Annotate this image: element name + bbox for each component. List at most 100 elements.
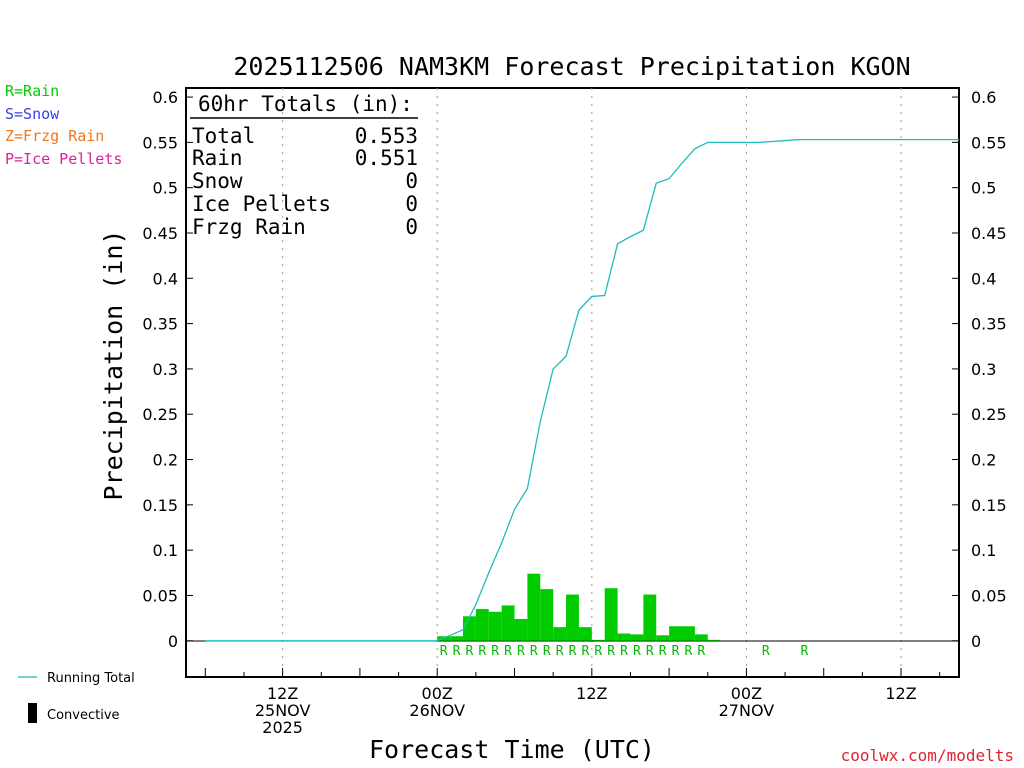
totals-value-rain: 0.551 [355, 146, 418, 170]
precip-bar [591, 639, 605, 641]
rain-marker: R [517, 644, 525, 659]
chart-title: 2025112506 NAM3KM Forecast Precipitation… [233, 52, 910, 81]
running-total-polyline [205, 139, 959, 642]
y-axis-label: Precipitation (in) [99, 230, 128, 501]
y-tick-label-left: 0.5 [153, 179, 178, 198]
x-tick-label: 25NOV [255, 701, 311, 720]
y-tick-label-right: 0.05 [971, 586, 1007, 605]
y-tick-label-left: 0.35 [142, 315, 178, 334]
y-tick-label-left: 0 [168, 632, 178, 651]
x-tick-label: 26NOV [409, 701, 465, 720]
y-tick-label-left: 0.55 [142, 133, 178, 152]
rain-marker: R [659, 644, 667, 659]
precip-bar [694, 634, 708, 641]
y-tick-label-left: 0.15 [142, 496, 178, 515]
rain-marker: R [556, 644, 564, 659]
precip-bar [566, 594, 579, 641]
convective-swatch [28, 703, 37, 723]
totals-label-snow: Snow [192, 169, 243, 193]
rain-marker: R [633, 644, 641, 659]
y-tick-label-right: 0.45 [971, 224, 1007, 243]
y-tick-label-right: 0.4 [971, 269, 996, 288]
y-tick-label-right: 0 [971, 632, 981, 651]
ptype-legend-rain: R=Rain [5, 82, 59, 100]
precip-bar [514, 619, 528, 641]
totals-value-snow: 0 [405, 169, 418, 193]
x-tick-label: 00Z [422, 684, 453, 703]
x-tick-label: 27NOV [719, 701, 775, 720]
precip-bar [488, 611, 502, 641]
x-tick-label: 00Z [731, 684, 762, 703]
precip-bar [707, 639, 721, 641]
ptype-legend: R=Rain S=Snow Z=Frzg Rain P=Ice Pellets [5, 82, 122, 168]
credit-text: coolwx.com/modelts [841, 746, 1014, 765]
totals-label-frzg-rain: Frzg Rain [192, 215, 306, 239]
precip-bar [630, 634, 644, 641]
rain-marker: R [646, 644, 654, 659]
ptype-legend-frzg-rain: Z=Frzg Rain [5, 127, 104, 145]
rain-marker: R [504, 644, 512, 659]
rain-marker: R [762, 644, 770, 659]
rain-marker: R [478, 644, 486, 659]
totals-value-total: 0.553 [355, 124, 418, 148]
rain-marker: R [491, 644, 499, 659]
rain-marker: R [440, 644, 448, 659]
rain-marker: R [530, 644, 538, 659]
y-tick-label-left: 0.4 [153, 269, 178, 288]
precip-bar [682, 626, 695, 641]
ptype-legend-snow: S=Snow [5, 105, 60, 123]
precip-bar [553, 627, 567, 641]
x-tick-label: 12Z [885, 684, 916, 703]
rain-marker: R [453, 644, 461, 659]
totals-value-ice-pellets: 0 [405, 192, 418, 216]
y-tick-label-right: 0.6 [971, 88, 996, 107]
y-tick-label-left: 0.25 [142, 405, 178, 424]
rain-marker: R [581, 644, 589, 659]
precip-bar [617, 633, 631, 641]
y-tick-label-right: 0.15 [971, 496, 1007, 515]
precip-bar [527, 573, 541, 641]
totals-header: 60hr Totals (in): [198, 92, 413, 116]
running-total-line [205, 139, 959, 642]
totals-box: 60hr Totals (in): Total 0.553 Rain 0.551… [190, 92, 418, 239]
y-tick-label-left: 0.2 [153, 451, 178, 470]
convective-legend-label: Convective [47, 708, 120, 723]
y-tick-label-right: 0.3 [971, 360, 996, 379]
rain-marker: R [685, 644, 693, 659]
y-axis-right: 0 0.05 0.1 0.15 0.2 0.25 0.3 0.35 0.4 0.45 0.5 0.55… [952, 88, 1007, 651]
y-tick-label-left: 0.45 [142, 224, 178, 243]
rain-marker: R [543, 644, 551, 659]
x-tick-label: 12Z [576, 684, 607, 703]
y-tick-label-left: 0.1 [153, 541, 178, 560]
y-tick-label-right: 0.55 [971, 133, 1007, 152]
gridlines [282, 88, 902, 677]
precip-bar [475, 609, 489, 641]
x-tick-label: 12Z [267, 684, 298, 703]
totals-label-ice-pellets: Ice Pellets [192, 192, 331, 216]
y-tick-label-right: 0.1 [971, 541, 996, 560]
rain-marker: R [594, 644, 602, 659]
rain-marker: R [800, 644, 808, 659]
y-tick-label-right: 0.35 [971, 315, 1007, 334]
precip-bar [540, 589, 554, 641]
totals-label-total: Total [192, 124, 255, 148]
precip-bar [450, 636, 463, 641]
totals-value-frzg-rain: 0 [405, 215, 418, 239]
hourly-bars [437, 573, 721, 641]
precip-bar [578, 627, 592, 641]
rain-marker: R [620, 644, 628, 659]
totals-label-rain: Rain [192, 146, 243, 170]
precip-bar [604, 588, 618, 641]
x-tick-label: 2025 [262, 718, 303, 737]
series-legend: Running Total Convective [18, 671, 135, 723]
x-axis-label: Forecast Time (UTC) [369, 735, 655, 764]
precip-bar [501, 605, 515, 641]
y-tick-label-right: 0.5 [971, 179, 996, 198]
y-tick-label-left: 0.6 [153, 88, 178, 107]
rain-marker: R [607, 644, 615, 659]
y-tick-label-left: 0.3 [153, 360, 178, 379]
precip-bar [643, 594, 657, 641]
